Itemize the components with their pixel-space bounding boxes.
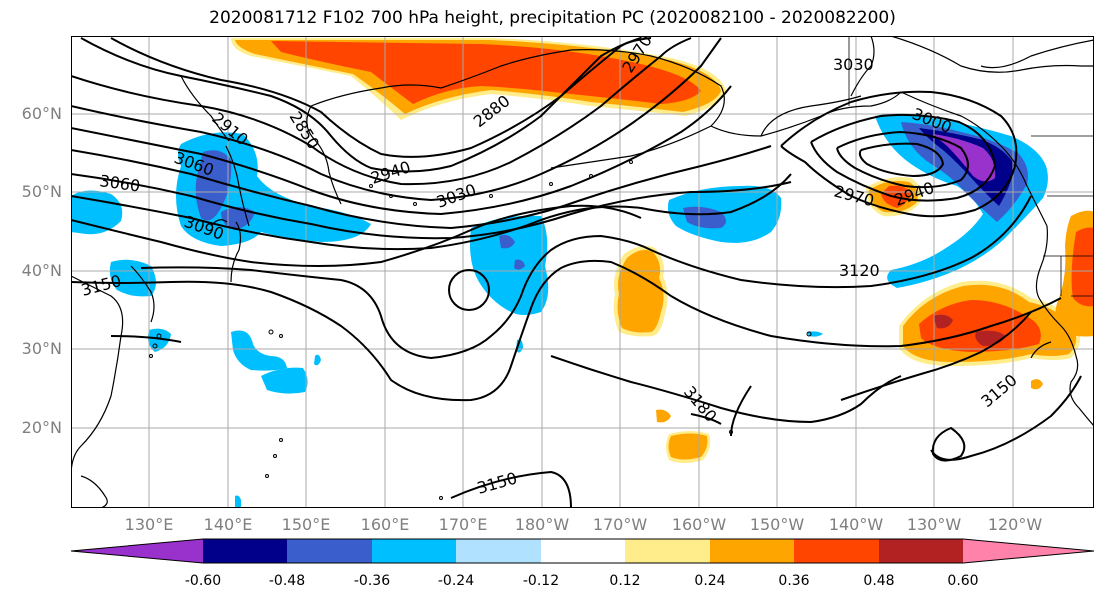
lon-label-140w: 140°W — [828, 515, 884, 534]
colorbar-extend-low — [71, 539, 203, 563]
lon-label-130e: 130°E — [124, 515, 174, 534]
precip-positive-california — [899, 210, 1094, 390]
colorbar-bin — [287, 539, 372, 563]
colorbar-tick-label: -0.12 — [522, 573, 560, 589]
colorbar-tick-label: -0.60 — [184, 573, 222, 589]
colorbar-outline — [70, 538, 1095, 564]
colorbar-tick-label: -0.24 — [437, 573, 475, 589]
colorbar-bin — [203, 539, 287, 563]
lon-label-140e: 140°E — [203, 515, 253, 534]
lon-label-180w: 180°W — [514, 515, 570, 534]
colorbar-tick-label: 0.48 — [863, 573, 895, 589]
contour-labels: 2910 2850 2880 2970 3030 3000 3060 3060 … — [79, 36, 1021, 498]
colorbar-tick-label: -0.36 — [353, 573, 391, 589]
map-title: 2020081712 F102 700 hPa height, precipit… — [209, 8, 896, 28]
contour-label: 3120 — [839, 261, 880, 280]
colorbar-tick-label: -0.48 — [268, 573, 306, 589]
colorbar-tick-label: 0.24 — [694, 573, 726, 589]
contour-label: 3150 — [977, 370, 1020, 411]
colorbar-bin — [541, 539, 625, 563]
lon-label-150w: 150°W — [749, 515, 805, 534]
lon-label-130w: 130°W — [906, 515, 962, 534]
colorbar-bin — [710, 539, 794, 563]
lat-label-20n: 20°N — [21, 418, 62, 437]
state-borders — [848, 36, 1094, 297]
lat-label-50n: 50°N — [21, 182, 62, 201]
contour-label: 3150 — [475, 468, 519, 497]
lat-label-60n: 60°N — [21, 104, 62, 123]
graticule — [71, 36, 1094, 508]
contour-label: 2880 — [470, 91, 514, 131]
precip-positive-central-pacific — [613, 246, 711, 463]
lon-label-150e: 150°E — [281, 515, 331, 534]
lon-label-160w: 160°W — [671, 515, 727, 534]
lat-label-40n: 40°N — [21, 261, 62, 280]
lon-label-160e: 160°E — [360, 515, 410, 534]
colorbar-tick-label: 0.60 — [947, 573, 979, 589]
colorbar-bin — [456, 539, 541, 563]
lat-label-30n: 30°N — [21, 339, 62, 358]
contour-label: 3030 — [833, 55, 874, 74]
height-contours — [71, 37, 1082, 508]
colorbar-bin — [625, 539, 710, 563]
contour-label: 3150 — [79, 271, 123, 300]
lon-label-120w: 120°W — [987, 515, 1043, 534]
colorbar-extend-high — [963, 539, 1094, 563]
colorbar-tick-label: 0.12 — [609, 573, 641, 589]
contour-label: 2850 — [286, 108, 324, 153]
colorbar-bin — [879, 539, 963, 563]
colorbar-tick-label: 0.36 — [778, 573, 810, 589]
colorbar-bin — [372, 539, 456, 563]
colorbar-bin — [794, 539, 879, 563]
precip-negative-aleutian — [667, 185, 782, 243]
contour-label: 3180 — [680, 382, 721, 425]
lon-label-170w: 170°W — [592, 515, 648, 534]
colorbar — [70, 538, 1095, 564]
lon-label-170e: 170°E — [438, 515, 488, 534]
contour-label: 3030 — [434, 180, 479, 212]
map-area: 2910 2850 2880 2970 3030 3000 3060 3060 … — [71, 36, 1094, 508]
